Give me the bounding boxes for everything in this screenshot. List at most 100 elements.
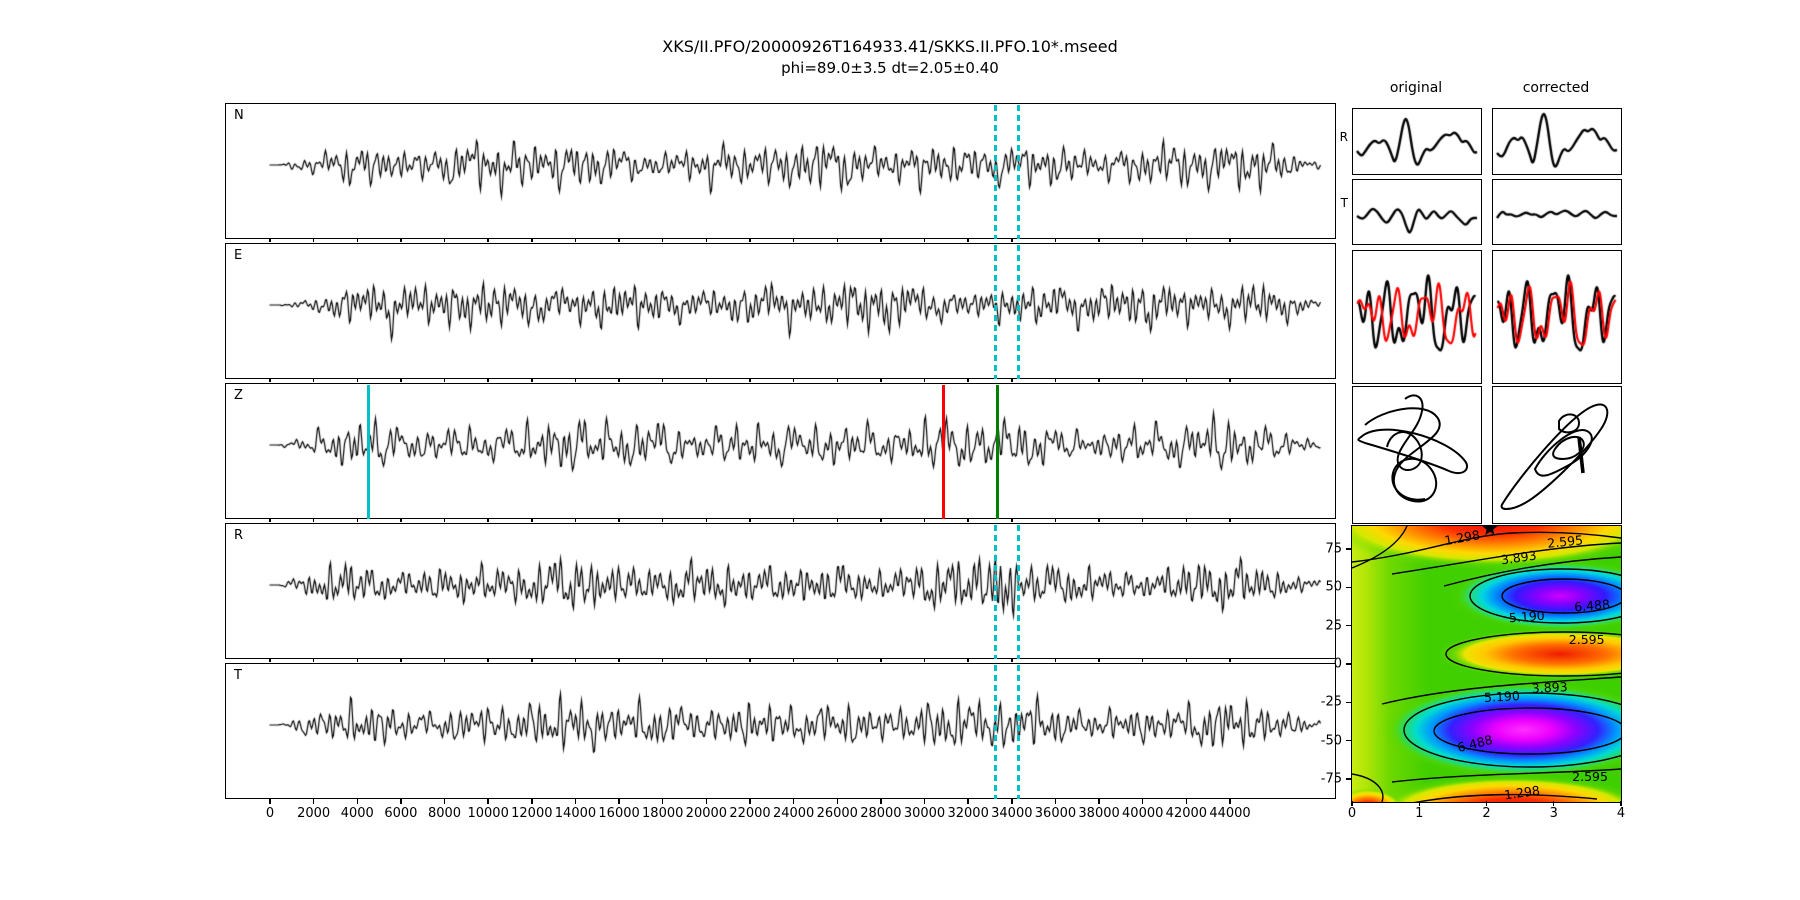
x-axis-tick xyxy=(1011,798,1013,804)
x-axis-tick-label: 20000 xyxy=(685,806,728,821)
x-axis-tick xyxy=(269,238,271,242)
x-axis-tick xyxy=(1054,238,1057,242)
mini-canvas xyxy=(1353,251,1478,380)
energy-map-x-tick-label: 3 xyxy=(1549,806,1558,821)
mini-canvas xyxy=(1493,180,1618,241)
mini-panel-r-corrected xyxy=(1492,108,1622,175)
energy-map-y-tick xyxy=(1346,701,1351,704)
mini-panel-fastslow-corrected xyxy=(1492,250,1622,384)
energy-map-y-tick xyxy=(1346,663,1351,665)
energy-map-x-tick-label: 2 xyxy=(1482,806,1491,821)
x-axis-tick xyxy=(1185,658,1188,662)
waveform-panel-e: E xyxy=(225,243,1336,379)
energy-map-x-tick xyxy=(1485,801,1488,806)
energy-map-x-tick xyxy=(1351,801,1353,806)
x-axis-tick xyxy=(1229,518,1231,522)
x-axis-tick-label: 40000 xyxy=(1122,806,1164,821)
green-window-end-line xyxy=(996,384,1000,519)
x-axis-tick xyxy=(880,378,882,382)
energy-map-y-tick xyxy=(1346,739,1351,742)
x-axis-tick xyxy=(574,798,577,804)
x-axis-tick xyxy=(749,378,751,382)
x-axis-tick xyxy=(967,378,969,382)
x-axis-tick xyxy=(923,238,926,242)
contour-label: 1.298 xyxy=(1503,783,1541,802)
x-axis-tick xyxy=(487,378,489,382)
high-energy-blob-bottom-left xyxy=(1352,788,1403,802)
mini-row-label-r: R xyxy=(1339,130,1348,144)
x-axis-tick xyxy=(836,238,838,242)
x-axis-tick xyxy=(1185,378,1188,382)
x-axis-tick xyxy=(1229,378,1231,382)
x-axis-tick xyxy=(1098,238,1100,242)
x-axis-tick xyxy=(312,518,315,522)
panel-label-t: T xyxy=(234,668,242,683)
x-axis-tick xyxy=(967,798,969,804)
x-axis-tick xyxy=(662,518,664,522)
waveform-panel-z: Z xyxy=(225,383,1336,519)
x-axis-tick xyxy=(574,518,577,522)
x-axis-tick xyxy=(967,518,969,522)
contour-label: 5.190 xyxy=(1508,608,1545,625)
figure-subtitle: phi=89.0±3.5 dt=2.05±0.40 xyxy=(781,58,999,77)
x-axis-tick xyxy=(1054,658,1057,662)
x-axis-tick xyxy=(443,238,446,242)
x-axis-tick xyxy=(443,518,446,522)
x-axis-tick xyxy=(749,798,751,804)
x-axis-tick-label: 4000 xyxy=(340,806,374,821)
x-axis-tick xyxy=(792,658,795,662)
x-axis-tick-label: 14000 xyxy=(554,806,597,821)
x-axis-tick xyxy=(705,238,708,242)
x-axis-tick xyxy=(400,238,402,242)
x-axis-tick xyxy=(443,378,446,382)
x-axis-tick xyxy=(531,658,533,662)
mini-row-label-t: T xyxy=(1340,196,1348,210)
cyan-dashed-window-line xyxy=(994,524,997,659)
mini-canvas xyxy=(1493,251,1618,380)
x-axis-tick xyxy=(1054,798,1057,804)
x-axis-tick xyxy=(880,518,882,522)
x-axis-tick xyxy=(400,658,402,662)
x-axis-tick xyxy=(531,798,533,804)
x-axis-tick-label: 34000 xyxy=(991,806,1033,821)
energy-map-x-tick xyxy=(1553,801,1555,806)
x-axis-tick xyxy=(923,378,926,382)
x-axis-tick xyxy=(836,798,838,804)
x-axis-tick xyxy=(531,238,533,242)
x-axis-tick xyxy=(1054,518,1057,522)
energy-map-y-tick-label: 0 xyxy=(1333,656,1342,672)
x-axis-tick xyxy=(1142,798,1144,804)
energy-map-y-tick xyxy=(1346,586,1351,589)
x-axis-tick xyxy=(792,238,795,242)
x-axis-tick xyxy=(1229,798,1231,804)
x-axis-tick-label: 0 xyxy=(265,806,275,821)
x-axis-tick xyxy=(574,238,577,242)
x-axis-tick xyxy=(1098,798,1100,804)
energy-map-x-tick xyxy=(1418,801,1420,806)
x-axis-tick xyxy=(400,518,402,522)
x-axis-tick xyxy=(618,238,620,242)
x-axis-tick xyxy=(312,798,315,804)
x-axis-tick xyxy=(967,658,969,662)
high-energy-band-top xyxy=(1352,526,1621,570)
x-axis-tick xyxy=(356,238,358,242)
contour-label-layer: 1.298 2.595 3.893 6.488 5.190 2.595 3.893 5.190… xyxy=(1443,526,1611,802)
x-axis-tick xyxy=(749,238,751,242)
figure-titles: XKS/II.PFO/20000926T164933.41/SKKS.II.PF… xyxy=(0,36,1780,78)
x-axis-tick xyxy=(1098,518,1100,522)
x-axis-tick xyxy=(269,518,271,522)
x-axis-tick xyxy=(836,378,838,382)
mini-canvas xyxy=(1353,180,1478,241)
x-axis-tick xyxy=(400,798,402,804)
x-axis-tick xyxy=(836,518,838,522)
mini-panel-r-original xyxy=(1352,108,1482,175)
cyan-dashed-window-line xyxy=(1016,524,1020,659)
particle-motion-svg xyxy=(1500,403,1609,510)
cyan-dashed-window-line xyxy=(994,244,997,379)
x-axis-tick xyxy=(662,238,664,242)
contour-label: 2.595 xyxy=(1572,769,1608,784)
mini-panel-t-original xyxy=(1352,179,1482,245)
high-energy-band-bottom xyxy=(1376,775,1621,802)
x-axis-tick xyxy=(269,658,271,662)
contour-label: 2.595 xyxy=(1569,632,1605,647)
